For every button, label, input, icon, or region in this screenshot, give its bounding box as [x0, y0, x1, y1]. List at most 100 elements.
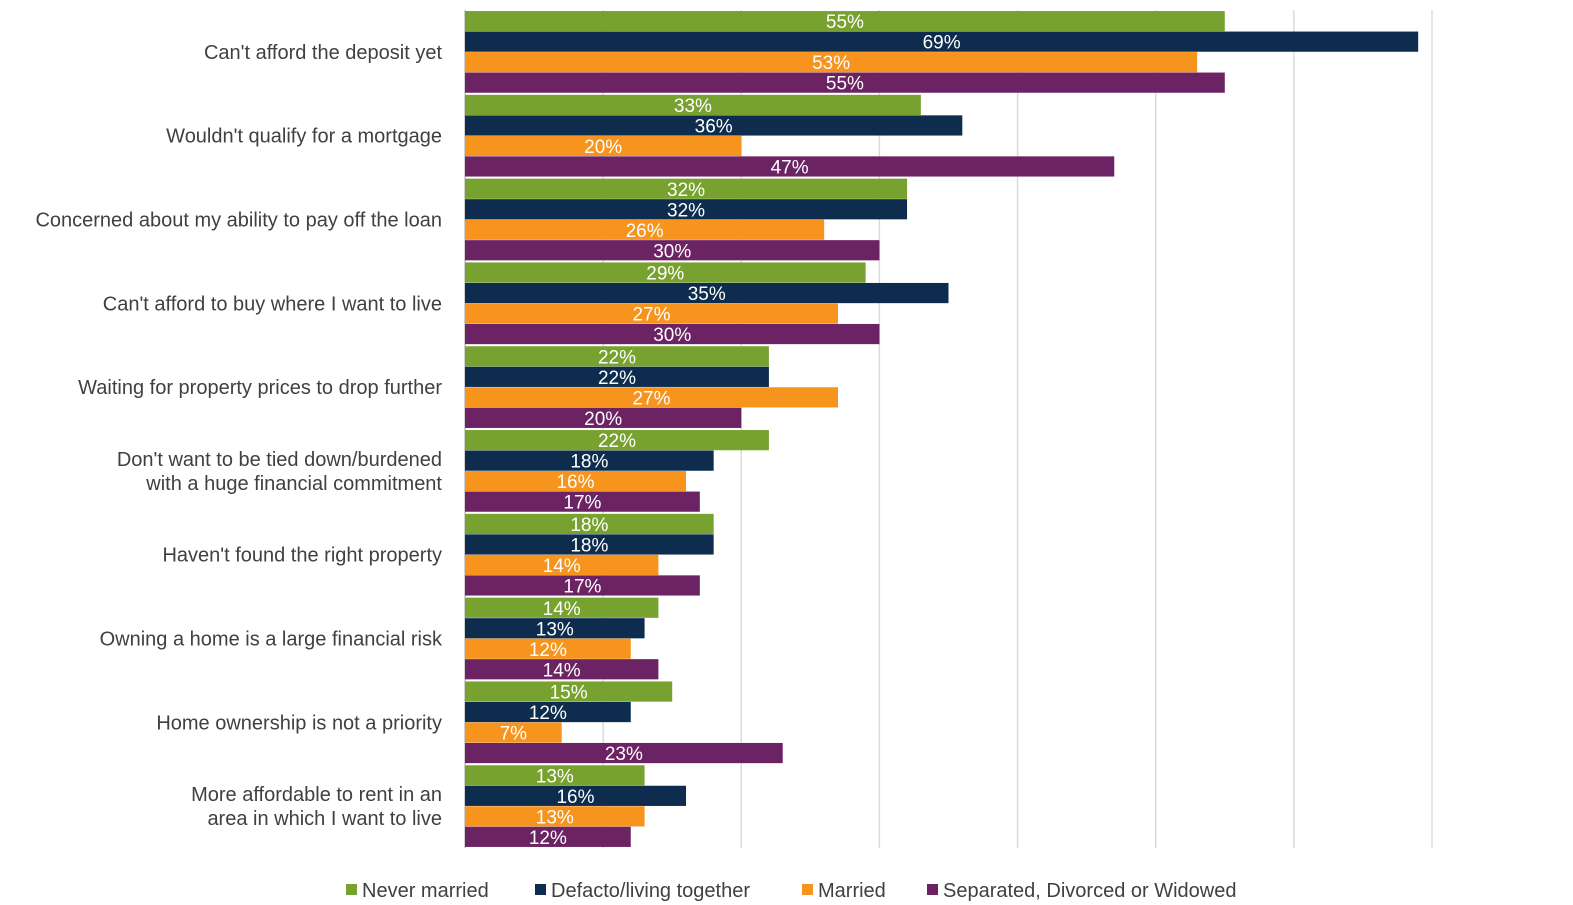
category-label: Home ownership is not a priority: [156, 712, 442, 734]
bar-value-label: 53%: [812, 53, 850, 74]
legend-label: Separated, Divorced or Widowed: [943, 880, 1236, 902]
category-label: Owning a home is a large financial risk: [100, 629, 443, 651]
bar: [465, 597, 659, 618]
bar-value-label: 29%: [646, 264, 684, 285]
bar-value-label: 14%: [543, 599, 581, 620]
bar-value-label: 32%: [667, 200, 705, 221]
bar-value-label: 15%: [550, 683, 588, 704]
bar-value-label: 36%: [695, 116, 733, 137]
bar-value-label: 32%: [667, 180, 705, 201]
bar: [465, 323, 880, 345]
bar-value-label: 22%: [598, 431, 636, 452]
bar-value-label: 47%: [771, 157, 809, 178]
category-label: with a huge financial commitment: [145, 473, 442, 495]
bar: [465, 219, 825, 240]
bar-value-label: 22%: [598, 347, 636, 368]
bar: [465, 430, 769, 451]
bar-value-label: 30%: [653, 325, 691, 346]
bar: [465, 282, 949, 304]
bar-value-label: 16%: [556, 787, 594, 808]
category-labels: Can't afford the deposit yet Wouldn't qua…: [35, 42, 443, 830]
bar: [465, 346, 769, 367]
legend-swatch: [927, 884, 938, 895]
bar: [465, 156, 1115, 177]
bar: [465, 471, 687, 492]
bar: [465, 52, 1198, 73]
bar-value-label: 33%: [674, 96, 712, 117]
bar: [465, 407, 742, 428]
bar: [465, 826, 631, 847]
bar-value-label: 14%: [543, 660, 581, 681]
bar: [465, 387, 838, 408]
category-label: Waiting for property prices to drop furt…: [78, 377, 442, 399]
legend-swatch: [535, 884, 546, 895]
category-label: More affordable to rent in an: [191, 784, 442, 806]
bar-value-label: 12%: [529, 828, 567, 849]
bar-value-label: 7%: [500, 724, 528, 745]
legend: Never married Defacto/living together Marr…: [346, 880, 1236, 902]
bar: [465, 240, 880, 261]
bars: [465, 11, 1419, 847]
bar-value-label: 20%: [584, 137, 622, 158]
bar: [465, 366, 769, 387]
bar: [465, 806, 645, 827]
bar: [465, 262, 866, 283]
bar-value-label: 12%: [529, 703, 567, 724]
legend-swatch: [346, 884, 357, 895]
bar: [465, 534, 714, 555]
bar: [465, 303, 838, 324]
bar-value-label: 13%: [536, 766, 574, 787]
bar-value-label: 12%: [529, 640, 567, 661]
bar: [465, 765, 645, 786]
bar: [465, 115, 963, 136]
bar-value-label: 17%: [563, 493, 601, 514]
bar: [465, 638, 631, 659]
bar-value-label: 26%: [626, 221, 664, 242]
legend-label: Married: [818, 880, 886, 902]
bar-value-labels: 55%69%53%55%33%36%20%47%32%32%26%30%29%3…: [500, 12, 961, 849]
bar-value-label: 27%: [632, 305, 670, 326]
legend-swatch: [802, 884, 813, 895]
bar-value-label: 17%: [563, 576, 601, 597]
bar-value-label: 18%: [570, 515, 608, 536]
category-label: Can't afford to buy where I want to live: [103, 293, 442, 315]
bar: [465, 178, 908, 199]
bar-value-label: 27%: [632, 388, 670, 409]
bar: [465, 513, 714, 535]
bar: [465, 491, 700, 512]
bar-value-label: 22%: [598, 368, 636, 389]
bar: [465, 575, 700, 596]
category-label: Wouldn't qualify for a mortgage: [166, 126, 442, 148]
bar: [465, 31, 1419, 52]
bar-value-label: 13%: [536, 619, 574, 640]
bar-value-label: 20%: [584, 409, 622, 430]
bar-value-label: 18%: [570, 535, 608, 556]
bar: [465, 11, 1225, 32]
bar-value-label: 55%: [826, 12, 864, 33]
bar: [465, 199, 908, 220]
bar: [465, 701, 631, 723]
bar-value-label: 55%: [826, 74, 864, 95]
bar: [465, 135, 742, 157]
bar: [465, 618, 645, 639]
category-label: Haven't found the right property: [162, 545, 442, 567]
legend-label: Never married: [362, 880, 489, 902]
bar-value-label: 35%: [688, 284, 726, 305]
bar: [465, 554, 659, 576]
bar: [465, 681, 673, 702]
bar: [465, 742, 783, 764]
legend-label: Defacto/living together: [551, 880, 750, 902]
bar: [465, 94, 921, 116]
bar: [465, 785, 687, 806]
bar-value-label: 13%: [536, 807, 574, 828]
bar-value-label: 14%: [543, 556, 581, 577]
bar: [465, 450, 714, 471]
category-label: Concerned about my ability to pay off th…: [35, 210, 442, 232]
category-label: area in which I want to live: [207, 808, 442, 830]
bar: [465, 659, 659, 680]
bar-value-label: 16%: [556, 472, 594, 493]
bar-value-label: 30%: [653, 241, 691, 262]
bar: [465, 722, 562, 743]
category-label: Can't afford the deposit yet: [204, 42, 442, 64]
